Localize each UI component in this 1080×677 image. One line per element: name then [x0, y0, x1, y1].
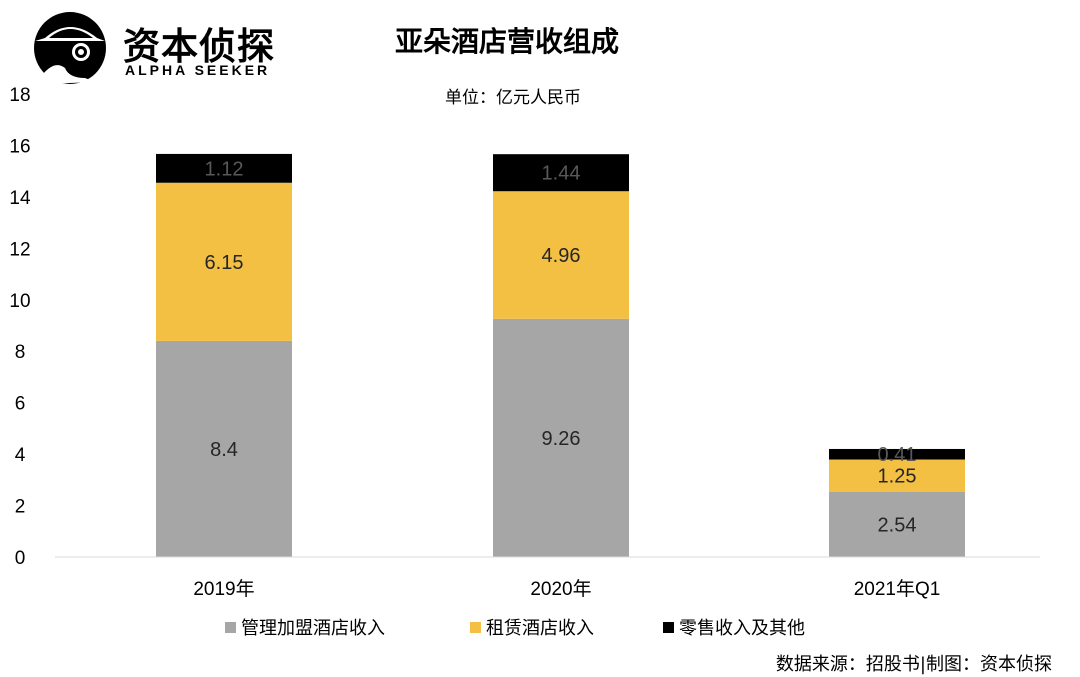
legend-swatch — [470, 621, 481, 633]
brand-logo: 资本侦探 ALPHA SEEKER — [25, 8, 305, 86]
data-label: 8.4 — [210, 439, 238, 461]
x-tick-label: 2020年 — [530, 578, 591, 600]
brand-name-cn: 资本侦探 — [123, 25, 275, 68]
legend-swatch — [663, 621, 674, 633]
legend: 管理加盟酒店收入 租赁酒店收入 零售收入及其他 — [0, 614, 1080, 640]
bar-segment — [156, 340, 292, 557]
source-note: 数据来源：招股书|制图：资本侦探 — [775, 654, 1052, 675]
y-tick-label: 18 — [9, 85, 30, 106]
x-axis: 2019年 2020年 2021年Q1 — [55, 556, 1040, 600]
legend-label: 管理加盟酒店收入 — [241, 618, 385, 639]
y-tick-label: 4 — [15, 445, 26, 466]
bar-segment — [156, 153, 292, 183]
y-tick-label: 16 — [9, 136, 30, 157]
legend-item: 零售收入及其他 — [663, 614, 805, 640]
y-tick-label: 6 — [15, 394, 26, 415]
chart-plot: 0 2 4 6 8 10 12 14 16 18 8.4 6.15 1.12 9.26 4.96 1.44 2… — [9, 85, 1040, 600]
legend-item: 管理加盟酒店收入 — [225, 614, 385, 640]
chart-title: 亚朵酒店营收组成 — [395, 25, 620, 58]
x-tick-label: 2021年Q1 — [854, 578, 941, 600]
legend-item: 租赁酒店收入 — [470, 614, 594, 640]
data-label: 0.41 — [878, 444, 917, 466]
bar-segment — [829, 459, 965, 492]
legend-label: 零售收入及其他 — [679, 618, 805, 639]
detective-logo-icon — [34, 12, 106, 84]
y-tick-label: 8 — [15, 342, 26, 363]
brand-name-en: ALPHA SEEKER — [125, 62, 271, 78]
bar-segment — [493, 191, 629, 319]
y-tick-label: 2 — [15, 497, 26, 518]
bar-segment — [829, 491, 965, 557]
y-tick-label: 0 — [15, 548, 26, 569]
y-tick-label: 10 — [9, 291, 30, 312]
data-label: 1.25 — [878, 466, 917, 488]
bar-segment — [829, 448, 965, 460]
chart-unit-label: 单位：亿元人民币 — [445, 88, 581, 108]
bar-segment — [493, 318, 629, 557]
data-label: 6.15 — [205, 252, 244, 274]
y-tick-label: 14 — [9, 188, 31, 209]
y-axis: 0 2 4 6 8 10 12 14 16 18 — [9, 85, 31, 569]
bar-segment — [493, 154, 629, 192]
bar-segment — [156, 182, 292, 341]
bar-group: 8.4 6.15 1.12 9.26 4.96 1.44 2.54 1.250.41 — [156, 153, 965, 557]
legend-swatch — [225, 621, 236, 633]
data-label: 1.44 — [542, 163, 581, 185]
data-label: 1.12 — [205, 158, 244, 180]
data-label: 4.96 — [542, 245, 581, 267]
y-tick-label: 12 — [9, 239, 30, 260]
data-label: 2.54 — [878, 514, 917, 536]
legend-label: 租赁酒店收入 — [486, 618, 594, 639]
data-label: 9.26 — [542, 428, 581, 450]
x-tick-label: 2019年 — [193, 578, 254, 600]
